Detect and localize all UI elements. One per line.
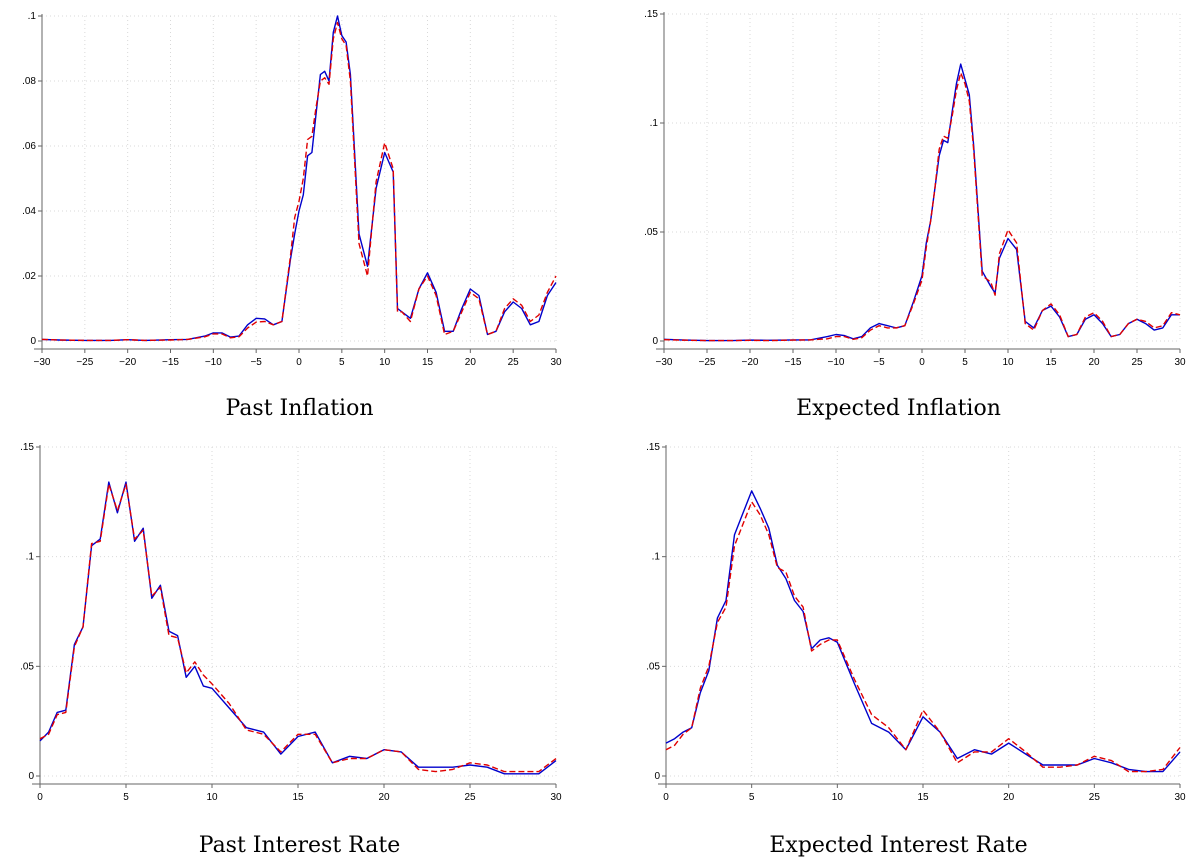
x-tick-label: 25 <box>1131 357 1143 368</box>
x-tick-label: −15 <box>785 357 802 368</box>
x-tick-label: −30 <box>656 357 673 368</box>
series-line-dashed-red <box>41 21 557 342</box>
series-line-solid-blue <box>665 490 1181 773</box>
x-tick-label: 10 <box>206 792 218 803</box>
chart-title: Expected Interest Rate <box>769 833 1028 858</box>
chart-past-interest-rate: 0 .05 .1 .15 0 5 10 15 20 25 30 <box>20 442 562 803</box>
series-line-solid-blue <box>41 15 557 342</box>
y-tick-label: 0 <box>30 336 36 347</box>
x-tick-label: 15 <box>917 792 929 803</box>
y-tick-label: .15 <box>20 442 34 453</box>
x-tick-label: 15 <box>292 792 304 803</box>
x-tick-label: 0 <box>663 792 669 803</box>
chart-panel-past-inflation: 0 .02 .04 .06 .08 .1 −30 −25 −20 −15 −10 −5 0 5 10 15 20… <box>0 0 599 431</box>
x-tick-label: 5 <box>962 357 968 368</box>
y-tick-label: .06 <box>22 141 36 152</box>
x-tick-label: 20 <box>1088 357 1100 368</box>
x-tick-label: 30 <box>550 792 562 803</box>
x-tick-label: 5 <box>749 792 755 803</box>
y-tick-label: .05 <box>646 661 660 672</box>
x-tick-label: 25 <box>508 357 520 368</box>
x-tick-label: 5 <box>123 792 129 803</box>
x-tick-label: −5 <box>873 357 885 368</box>
chart-title: Expected Inflation <box>796 396 1001 421</box>
y-tick-label: .05 <box>644 227 658 238</box>
series-line-dashed-red <box>665 501 1181 773</box>
x-tick-label: 20 <box>378 792 390 803</box>
y-tick-label: 0 <box>654 771 660 782</box>
x-tick-label: 15 <box>422 357 434 368</box>
x-tick-label: −30 <box>34 357 51 368</box>
x-tick-label: −10 <box>828 357 845 368</box>
chart-panel-expected-inflation: 0 .05 .1 .15 −30 −25 −20 −15 −10 −5 0 5 10 15 20 25 30 E… <box>599 0 1198 431</box>
series-line-dashed-red <box>663 72 1181 342</box>
chart-title: Past Inflation <box>225 396 374 421</box>
series-line-dashed-red <box>39 483 557 773</box>
x-tick-label: 20 <box>465 357 477 368</box>
y-tick-label: .15 <box>646 442 660 453</box>
y-tick-label: .08 <box>22 76 36 87</box>
x-tick-label: −25 <box>699 357 716 368</box>
y-tick-label: .1 <box>26 552 35 563</box>
series-line-solid-blue <box>663 63 1180 342</box>
x-tick-label: 30 <box>1174 792 1186 803</box>
y-tick-label: .1 <box>28 11 37 22</box>
chart-expected-interest-rate: 0 .05 .1 .15 0 5 10 15 20 25 30 <box>646 442 1186 803</box>
y-tick-label: 0 <box>28 771 34 782</box>
x-tick-label: −25 <box>76 357 93 368</box>
x-tick-label: 5 <box>339 357 345 368</box>
y-tick-label: 0 <box>652 336 658 347</box>
x-tick-label: 10 <box>832 792 844 803</box>
chart-panel-expected-interest-rate: 0 .05 .1 .15 0 5 10 15 20 25 30 Expected Interest … <box>599 431 1198 862</box>
x-tick-label: 10 <box>379 357 391 368</box>
x-tick-label: −5 <box>250 357 262 368</box>
x-tick-label: −10 <box>205 357 222 368</box>
x-tick-label: 0 <box>296 357 302 368</box>
x-tick-label: −15 <box>162 357 179 368</box>
y-tick-label: .05 <box>20 661 34 672</box>
series-line-solid-blue <box>39 481 557 775</box>
chart-panel-past-interest-rate: 0 .05 .1 .15 0 5 10 15 20 25 30 Past Interest Rate <box>0 431 599 862</box>
y-tick-label: .04 <box>22 206 36 217</box>
y-tick-label: .1 <box>652 552 661 563</box>
x-tick-label: 0 <box>919 357 925 368</box>
y-tick-label: .15 <box>644 9 658 20</box>
chart-past-inflation: 0 .02 .04 .06 .08 .1 −30 −25 −20 −15 −10 −5 0 5 10 15 20… <box>22 11 562 368</box>
x-tick-label: 25 <box>1089 792 1101 803</box>
x-tick-label: 30 <box>550 357 562 368</box>
x-tick-label: −20 <box>742 357 759 368</box>
y-tick-label: .1 <box>650 118 659 129</box>
x-tick-label: 30 <box>1174 357 1186 368</box>
x-tick-label: 20 <box>1003 792 1015 803</box>
x-tick-label: 10 <box>1002 357 1014 368</box>
x-tick-label: −20 <box>119 357 136 368</box>
x-tick-label: 15 <box>1045 357 1057 368</box>
chart-title: Past Interest Rate <box>198 833 401 858</box>
x-tick-label: 0 <box>37 792 43 803</box>
chart-expected-inflation: 0 .05 .1 .15 −30 −25 −20 −15 −10 −5 0 5 10 15 20 25 30 <box>644 9 1186 368</box>
y-tick-label: .02 <box>22 271 36 282</box>
x-tick-label: 25 <box>464 792 476 803</box>
